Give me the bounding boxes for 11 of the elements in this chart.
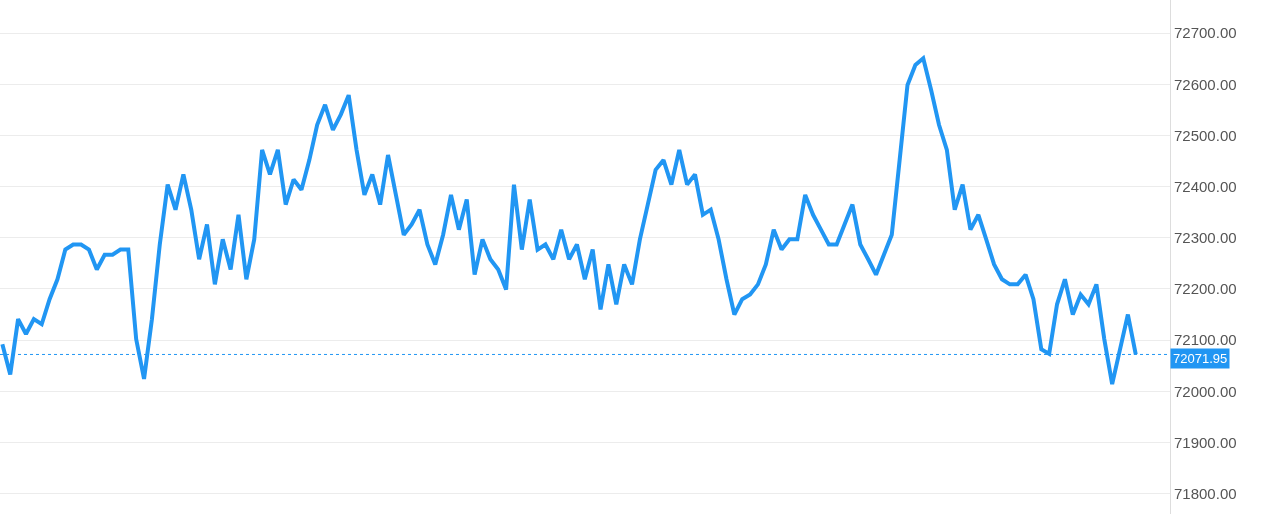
- y-tick-label: 72700.00: [1174, 24, 1237, 42]
- y-tick-label: 72400.00: [1174, 177, 1237, 195]
- y-tick-label: 71900.00: [1174, 433, 1237, 451]
- ref-line-label: 72071.95: [1173, 351, 1228, 366]
- y-tick-label: 71800.00: [1174, 484, 1237, 502]
- y-tick-label: 72500.00: [1174, 126, 1237, 144]
- y-tick-label: 72600.00: [1174, 75, 1237, 93]
- y-tick-label: 72000.00: [1174, 382, 1237, 400]
- y-tick-label: 72100.00: [1174, 331, 1237, 349]
- y-tick-label: 72200.00: [1174, 280, 1237, 298]
- y-tick-label: 72300.00: [1174, 229, 1237, 247]
